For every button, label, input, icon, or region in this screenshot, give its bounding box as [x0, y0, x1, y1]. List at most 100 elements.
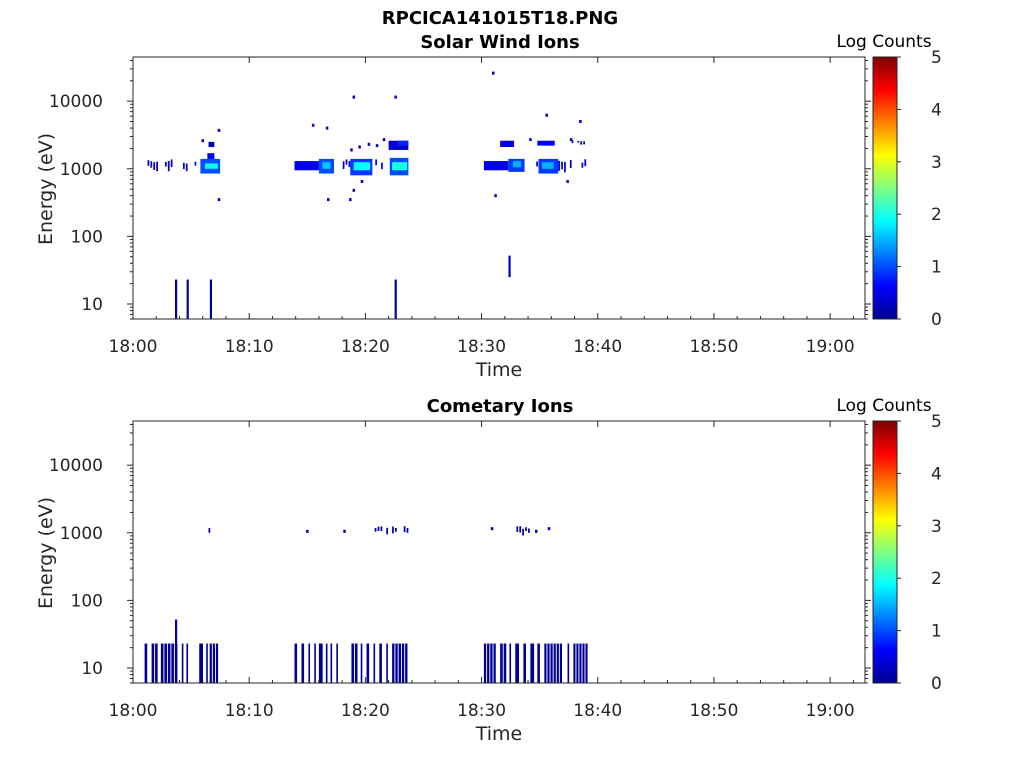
low-energy-bar	[547, 643, 550, 683]
y-tick-label: 10	[81, 295, 103, 315]
heatmap-cell	[403, 526, 406, 533]
count-dot	[382, 138, 386, 142]
x-tick-label: 18:30	[457, 337, 506, 357]
count-dot	[349, 198, 352, 202]
y-tick-label: 100	[71, 227, 103, 247]
x-tick-label: 18:50	[689, 701, 738, 721]
heatmap-cell	[381, 162, 383, 170]
low-energy-bar	[487, 643, 490, 683]
low-energy-bar	[325, 643, 328, 683]
heatmap-cell	[564, 161, 566, 173]
count-dot	[394, 95, 397, 99]
low-energy-bar	[530, 643, 535, 683]
y-tick-label: 1000	[60, 160, 103, 180]
heatmap-cell	[374, 527, 377, 532]
colorbar-label: Log Counts	[836, 32, 931, 52]
colorbar-tick-label: 2	[931, 205, 942, 225]
x-tick-label: 18:20	[341, 337, 390, 357]
energy-spike	[186, 279, 189, 319]
axes: 18:00 18:10 18:20 18:30 18:40 18:50 19:00 10 100…	[49, 57, 871, 357]
count-dot	[566, 179, 569, 183]
y-tick-label: 100	[71, 591, 103, 611]
heatmap-cell	[156, 161, 158, 172]
low-energy-bar	[308, 643, 311, 683]
heatmap-cell	[353, 162, 371, 171]
colorbar-tick-label: 5	[931, 48, 942, 68]
low-energy-bar	[151, 643, 155, 683]
x-tick-label: 18:40	[573, 337, 622, 357]
low-energy-bar	[509, 643, 512, 683]
colorbar-tick-label: 0	[931, 674, 942, 694]
y-tick-label: 10	[81, 659, 103, 679]
colorbar-tick-label: 0	[931, 310, 942, 330]
x-tick-label: 18:40	[573, 701, 622, 721]
low-energy-bar	[301, 643, 305, 683]
low-energy-bar	[490, 643, 493, 683]
low-energy-bar	[373, 643, 376, 683]
low-energy-bar	[379, 643, 382, 683]
colorbar-ticks: 0 1 2 3 4 5	[897, 412, 942, 694]
heatmap-cell	[153, 162, 156, 171]
figure-title: RPCICA141015T18.PNG	[382, 8, 618, 29]
low-energy-bar	[181, 643, 184, 683]
low-energy-bar	[199, 643, 203, 683]
low-energy-bar	[500, 643, 503, 683]
low-energy-bar	[164, 643, 167, 683]
heatmap-cell	[558, 160, 560, 171]
heatmap-cell	[185, 163, 188, 172]
heatmap-cell	[584, 159, 587, 167]
energy-spike	[174, 279, 178, 319]
heatmap-cell	[167, 160, 170, 172]
low-energy-bar	[395, 643, 398, 683]
heatmap-cell	[392, 162, 408, 171]
low-energy-bar	[351, 643, 355, 683]
heatmap-cell	[519, 526, 522, 533]
low-energy-bar	[186, 643, 189, 683]
low-energy-bar	[314, 643, 316, 683]
low-energy-bar	[553, 643, 556, 683]
count-dot	[325, 126, 329, 130]
count-dot	[491, 71, 495, 75]
energy-spike	[174, 619, 178, 644]
colorbar-tick-label: 3	[931, 517, 942, 537]
low-energy-bar	[318, 643, 323, 683]
panel-title: Cometary Ions	[427, 396, 574, 417]
low-energy-bar	[503, 643, 507, 683]
y-tick-label: 10000	[49, 92, 103, 112]
x-axis-label: Time	[475, 723, 523, 745]
count-dot	[569, 138, 573, 142]
heatmap-cell	[500, 140, 515, 147]
low-energy-bar	[354, 643, 358, 683]
energy-spike	[508, 255, 511, 278]
heatmap-plot-area	[147, 71, 587, 319]
heatmap-cell	[392, 526, 394, 534]
count-dot	[534, 529, 538, 533]
heatmap-cell	[577, 140, 580, 143]
heatmap-cell	[395, 527, 397, 532]
heatmap-cell	[522, 528, 524, 536]
colorbar-tick-label: 1	[931, 622, 942, 642]
heatmap-cell	[406, 528, 409, 533]
count-dot	[529, 138, 532, 142]
colorbar	[872, 420, 898, 684]
colorbar-tick-label: 2	[931, 569, 942, 589]
heatmap-cell	[182, 162, 185, 170]
low-energy-bar	[544, 643, 547, 683]
heatmap-cell	[536, 161, 538, 167]
heatmap-cell	[569, 159, 572, 169]
heatmap-cell	[571, 140, 574, 144]
y-axis-label: Energy (eV)	[35, 497, 57, 609]
plot-frame	[132, 56, 866, 320]
count-dot	[352, 188, 356, 192]
low-energy-bar	[215, 643, 219, 683]
y-axis-label: Energy (eV)	[35, 133, 57, 245]
low-energy-bar	[209, 643, 212, 683]
heatmap-cell	[581, 162, 584, 168]
heatmap-cell	[322, 162, 331, 169]
y-tick-label: 10000	[49, 456, 103, 476]
low-energy-bar	[206, 643, 208, 683]
plot-frame	[132, 420, 866, 684]
count-dot	[360, 179, 364, 183]
count-dot	[306, 529, 309, 533]
heatmap-cell	[342, 161, 345, 169]
